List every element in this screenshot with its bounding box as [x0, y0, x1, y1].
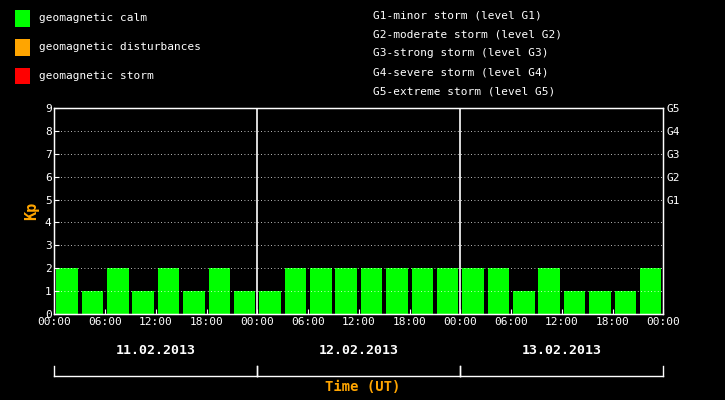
Bar [183, 291, 204, 314]
Bar [463, 268, 484, 314]
Bar [640, 268, 661, 314]
Bar [564, 291, 585, 314]
Bar [589, 291, 610, 314]
Bar [285, 268, 306, 314]
Text: G3-strong storm (level G3): G3-strong storm (level G3) [373, 48, 549, 58]
Bar [336, 268, 357, 314]
Text: geomagnetic storm: geomagnetic storm [39, 71, 154, 81]
Text: G5-extreme storm (level G5): G5-extreme storm (level G5) [373, 87, 555, 97]
Text: G1-minor storm (level G1): G1-minor storm (level G1) [373, 10, 542, 20]
Text: Time (UT): Time (UT) [325, 380, 400, 394]
Bar [412, 268, 433, 314]
Bar [513, 291, 534, 314]
Bar [158, 268, 179, 314]
Bar [488, 268, 509, 314]
Text: geomagnetic calm: geomagnetic calm [39, 14, 147, 24]
Text: G2-moderate storm (level G2): G2-moderate storm (level G2) [373, 29, 563, 39]
Bar [57, 268, 78, 314]
Bar [133, 291, 154, 314]
Bar [234, 291, 255, 314]
Bar [260, 291, 281, 314]
Bar [615, 291, 636, 314]
Bar [539, 268, 560, 314]
Bar [209, 268, 230, 314]
Text: G4-severe storm (level G4): G4-severe storm (level G4) [373, 68, 549, 78]
Bar [361, 268, 382, 314]
Text: geomagnetic disturbances: geomagnetic disturbances [39, 42, 201, 52]
Bar [310, 268, 331, 314]
Y-axis label: Kp: Kp [25, 202, 39, 220]
Text: 11.02.2013: 11.02.2013 [116, 344, 196, 356]
Bar [386, 268, 407, 314]
Text: 12.02.2013: 12.02.2013 [319, 344, 399, 356]
Bar [107, 268, 128, 314]
Bar [437, 268, 458, 314]
Text: 13.02.2013: 13.02.2013 [522, 344, 602, 356]
Bar [82, 291, 103, 314]
